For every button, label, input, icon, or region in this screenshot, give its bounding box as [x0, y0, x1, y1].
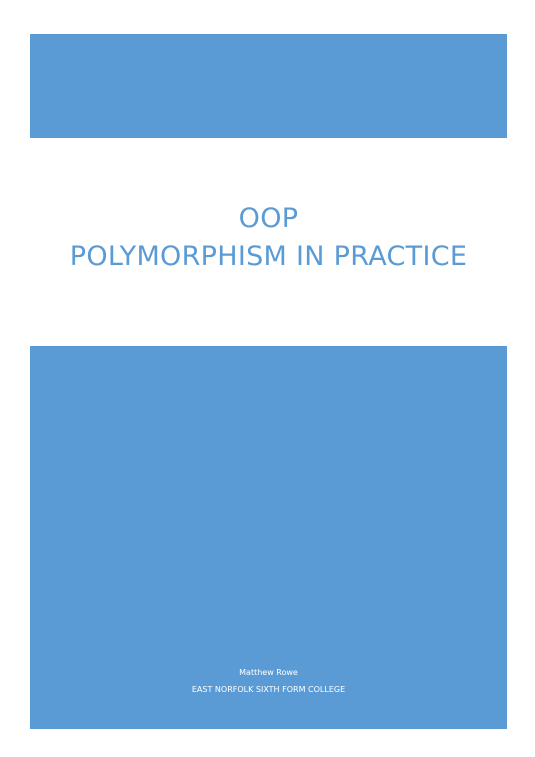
author-block: Matthew Rowe EAST NORFOLK SIXTH FORM COL… [30, 664, 507, 698]
author-name: Matthew Rowe [239, 668, 298, 677]
document-subtitle: POLYMORPHISM IN PRACTICE [69, 241, 468, 272]
organization-name: EAST NORFOLK SIXTH FORM COLLEGE [191, 685, 346, 694]
cover-title-block: OOP POLYMORPHISM IN PRACTICE [30, 200, 507, 276]
cover-top-band [30, 34, 507, 138]
cover-bottom-band: Matthew Rowe EAST NORFOLK SIXTH FORM COL… [30, 346, 507, 729]
document-title: OOP [238, 203, 299, 234]
